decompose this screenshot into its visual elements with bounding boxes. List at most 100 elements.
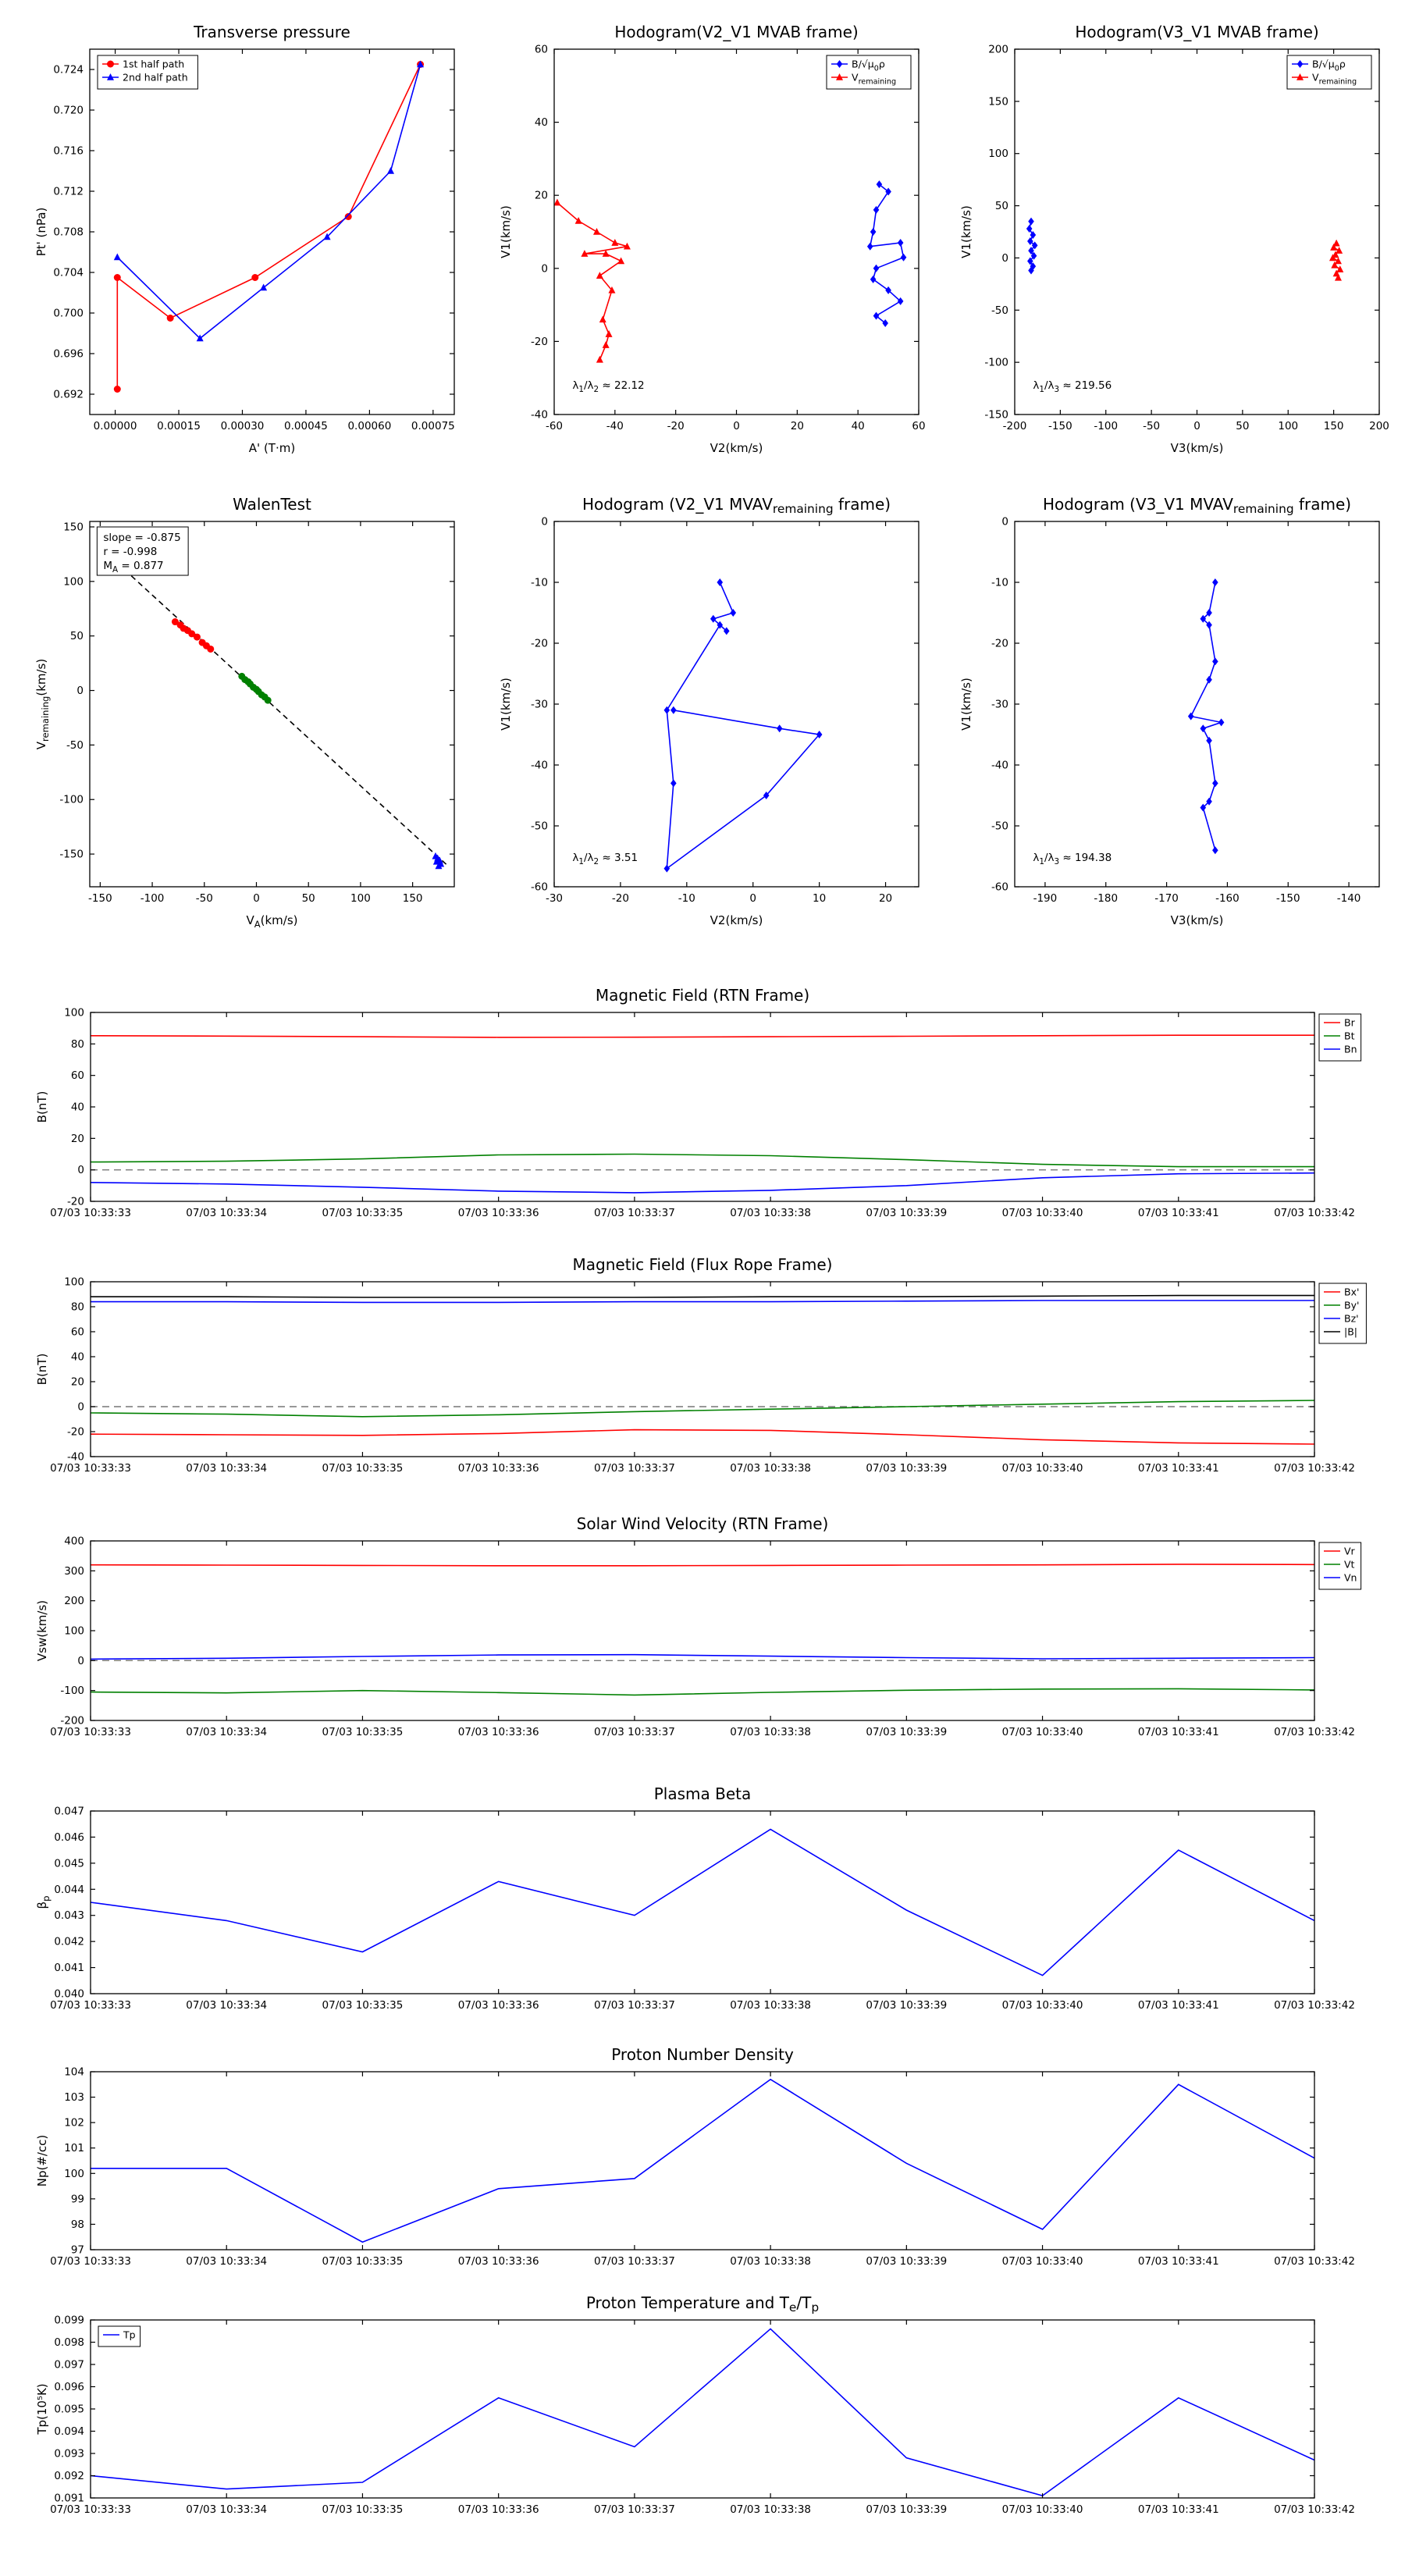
svg-text:-10: -10 — [991, 577, 1008, 589]
svg-text:V2(km/s): V2(km/s) — [710, 913, 763, 927]
svg-text:07/03 10:33:42: 07/03 10:33:42 — [1274, 1726, 1355, 1738]
svg-text:0.041: 0.041 — [54, 1962, 84, 1974]
svg-text:MA = 0.877: MA = 0.877 — [103, 560, 163, 575]
svg-text:2nd half path: 2nd half path — [123, 72, 188, 84]
svg-text:V2(km/s): V2(km/s) — [710, 441, 763, 455]
svg-text:0.093: 0.093 — [54, 2448, 84, 2460]
svg-text:0.091: 0.091 — [54, 2492, 84, 2505]
svg-text:-40: -40 — [606, 420, 624, 432]
svg-text:-20: -20 — [531, 638, 548, 650]
svg-text:07/03 10:33:33: 07/03 10:33:33 — [50, 2503, 131, 2516]
svg-text:100: 100 — [63, 575, 84, 588]
svg-text:-40: -40 — [531, 409, 548, 422]
svg-text:07/03 10:33:40: 07/03 10:33:40 — [1002, 2503, 1083, 2516]
svg-text:07/03 10:33:41: 07/03 10:33:41 — [1138, 2255, 1219, 2268]
svg-text:-100: -100 — [984, 357, 1008, 369]
svg-text:100: 100 — [988, 148, 1008, 160]
svg-text:-100: -100 — [60, 1685, 84, 1697]
svg-text:0.092: 0.092 — [54, 2470, 84, 2482]
svg-text:150: 150 — [63, 521, 84, 533]
svg-text:101: 101 — [64, 2142, 84, 2154]
svg-text:Vn: Vn — [1344, 1572, 1357, 1584]
svg-text:200: 200 — [64, 1595, 84, 1607]
svg-text:50: 50 — [1236, 420, 1249, 432]
svg-text:0.095: 0.095 — [54, 2403, 84, 2416]
svg-text:07/03 10:33:37: 07/03 10:33:37 — [594, 1207, 675, 1219]
svg-text:400: 400 — [64, 1535, 84, 1548]
svg-text:Bn: Bn — [1344, 1044, 1357, 1055]
chart-hodogram-v2v1-mvab: -60 -40 -20 0 20 40 60 -40 -20 0 20 40 60 Hodogram(V2… — [480, 12, 933, 472]
svg-text:07/03 10:33:36: 07/03 10:33:36 — [458, 1462, 539, 1475]
svg-text:104: 104 — [64, 2066, 84, 2079]
svg-text:-40: -40 — [67, 1451, 84, 1464]
svg-text:-30: -30 — [546, 892, 563, 905]
svg-text:0: 0 — [76, 685, 84, 697]
svg-text:Vsw(km/s): Vsw(km/s) — [35, 1600, 49, 1661]
svg-text:-150: -150 — [1048, 420, 1072, 432]
chart-magnetic-field-flux-rope: 07/03 10:33:33 07/03 10:33:34 07/03 10:33:… — [16, 1249, 1389, 1483]
svg-text:0: 0 — [733, 420, 740, 432]
svg-text:07/03 10:33:39: 07/03 10:33:39 — [866, 2503, 947, 2516]
svg-text:07/03 10:33:33: 07/03 10:33:33 — [50, 1726, 131, 1738]
svg-text:-50: -50 — [196, 892, 213, 905]
svg-text:Bx': Bx' — [1344, 1286, 1359, 1298]
svg-text:20: 20 — [535, 190, 548, 202]
svg-text:-60: -60 — [991, 881, 1008, 894]
svg-text:-20: -20 — [612, 892, 629, 905]
svg-text:07/03 10:33:39: 07/03 10:33:39 — [866, 1207, 947, 1219]
svg-text:0.00045: 0.00045 — [284, 420, 328, 432]
svg-text:Hodogram(V2_V1 MVAB frame): Hodogram(V2_V1 MVAB frame) — [614, 23, 858, 41]
svg-text:0: 0 — [1001, 516, 1008, 528]
svg-text:B(nT): B(nT) — [35, 1354, 49, 1386]
svg-text:07/03 10:33:40: 07/03 10:33:40 — [1002, 1726, 1083, 1738]
svg-text:0: 0 — [749, 892, 756, 905]
svg-text:WalenTest: WalenTest — [233, 495, 311, 514]
svg-text:0.040: 0.040 — [54, 1988, 84, 2001]
svg-text:0.043: 0.043 — [54, 1909, 84, 1922]
svg-text:100: 100 — [64, 1007, 84, 1019]
svg-text:-140: -140 — [1337, 892, 1361, 905]
svg-text:slope = -0.875: slope = -0.875 — [103, 532, 180, 544]
svg-text:100: 100 — [350, 892, 371, 905]
svg-text:98: 98 — [71, 2218, 84, 2231]
svg-text:99: 99 — [71, 2193, 84, 2205]
svg-text:Bt: Bt — [1344, 1030, 1355, 1042]
svg-text:100: 100 — [64, 1276, 84, 1289]
svg-text:λ1/λ3 ≈ 194.38: λ1/λ3 ≈ 194.38 — [1033, 852, 1112, 866]
svg-text:07/03 10:33:41: 07/03 10:33:41 — [1138, 1999, 1219, 2012]
svg-text:150: 150 — [1324, 420, 1344, 432]
svg-text:0.720: 0.720 — [53, 105, 84, 117]
svg-text:Np(#/cc): Np(#/cc) — [35, 2135, 49, 2187]
svg-text:-50: -50 — [66, 739, 84, 752]
svg-text:-20: -20 — [67, 1196, 84, 1208]
svg-text:07/03 10:33:37: 07/03 10:33:37 — [594, 2503, 675, 2516]
svg-text:07/03 10:33:40: 07/03 10:33:40 — [1002, 1462, 1083, 1475]
svg-text:0: 0 — [1193, 420, 1200, 432]
svg-text:0.700: 0.700 — [53, 308, 84, 320]
svg-text:07/03 10:33:39: 07/03 10:33:39 — [866, 1999, 947, 2012]
chart-plasma-beta: 07/03 10:33:33 07/03 10:33:34 07/03 10:33:… — [16, 1778, 1389, 2020]
svg-text:07/03 10:33:41: 07/03 10:33:41 — [1138, 1726, 1219, 1738]
svg-text:-150: -150 — [984, 409, 1008, 422]
svg-text:By': By' — [1344, 1300, 1359, 1311]
svg-text:-160: -160 — [1215, 892, 1240, 905]
svg-text:-10: -10 — [531, 577, 548, 589]
chart-hodogram-v3v1-mvab: -200 -150 -100 -50 0 50 100 150 200 -150 -100 -50 0 5… — [941, 12, 1393, 472]
svg-text:0.00030: 0.00030 — [221, 420, 265, 432]
svg-text:07/03 10:33:34: 07/03 10:33:34 — [186, 1462, 267, 1475]
svg-text:Hodogram (V3_V1 MVAVremaining: Hodogram (V3_V1 MVAVremaining frame) — [1043, 495, 1351, 516]
svg-text:VA(km/s): VA(km/s) — [246, 913, 297, 930]
svg-text:300: 300 — [64, 1565, 84, 1578]
svg-text:07/03 10:33:34: 07/03 10:33:34 — [186, 1207, 267, 1219]
svg-text:-100: -100 — [140, 892, 165, 905]
svg-text:07/03 10:33:36: 07/03 10:33:36 — [458, 2503, 539, 2516]
svg-text:20: 20 — [71, 1133, 84, 1145]
svg-text:Proton Number Density: Proton Number Density — [611, 2045, 794, 2064]
svg-text:-50: -50 — [991, 304, 1008, 317]
svg-text:07/03 10:33:40: 07/03 10:33:40 — [1002, 2255, 1083, 2268]
svg-text:V3(km/s): V3(km/s) — [1171, 441, 1224, 455]
svg-text:100: 100 — [64, 1625, 84, 1638]
svg-text:Bz': Bz' — [1344, 1313, 1359, 1325]
svg-text:-150: -150 — [1276, 892, 1300, 905]
svg-text:07/03 10:33:39: 07/03 10:33:39 — [866, 1462, 947, 1475]
